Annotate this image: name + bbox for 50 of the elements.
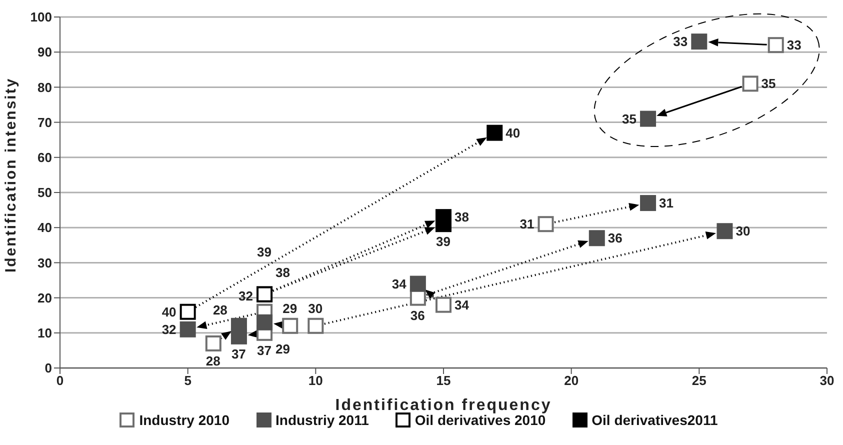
- annotation: 37: [257, 342, 272, 358]
- y-tick-label: 50: [38, 185, 52, 200]
- annotation: 32: [238, 288, 253, 304]
- annotation: 40: [506, 125, 520, 140]
- annotation: 38: [454, 210, 469, 225]
- y-axis-title: Identification intensity: [2, 77, 20, 272]
- annotation: 30: [308, 300, 323, 316]
- x-tick-label: 25: [692, 373, 706, 388]
- y-tick-label: 60: [38, 150, 52, 166]
- annotation: 30: [736, 224, 750, 239]
- x-tick-label: 20: [564, 373, 579, 388]
- annotation: 29: [282, 300, 298, 316]
- x-tick-label: 10: [308, 373, 323, 388]
- annotation: 38: [276, 264, 290, 280]
- y-tick-label: 10: [38, 326, 52, 341]
- annotation: 28: [206, 353, 220, 368]
- annotation: 34: [454, 297, 470, 312]
- annotation: 34: [392, 276, 408, 292]
- annotation: 33: [786, 38, 802, 53]
- x-tick-label: 15: [436, 373, 451, 388]
- x-tick-label: 0: [56, 373, 64, 388]
- x-tick-label: 30: [820, 373, 834, 388]
- y-tick-label: 80: [38, 80, 52, 95]
- annotation: 36: [410, 308, 425, 323]
- legend-label: Industry 2010: [139, 412, 230, 428]
- y-tick-label: 40: [38, 220, 52, 236]
- annotation: 28: [212, 302, 228, 318]
- annotation: 39: [257, 244, 272, 260]
- y-tick-label: 0: [44, 360, 52, 376]
- x-axis-title: Identification frequency: [335, 397, 552, 414]
- annotation: 35: [622, 111, 636, 126]
- legend-label: Oil derivatives2011: [592, 412, 718, 428]
- annotation: 37: [231, 346, 246, 362]
- annotation: 35: [761, 76, 776, 92]
- annotation: 39: [436, 234, 450, 250]
- legend-label: Oil derivatives 2010: [414, 412, 546, 428]
- x-tick-label: 5: [184, 373, 192, 388]
- legend-label: Industriy 2011: [276, 412, 369, 428]
- y-tick-label: 100: [30, 10, 52, 25]
- annotation: 31: [659, 196, 674, 211]
- y-tick-label: 20: [38, 290, 52, 306]
- annotation: 29: [276, 341, 290, 356]
- y-tick-label: 30: [38, 255, 52, 270]
- annotation: 32: [162, 322, 176, 337]
- y-tick-label: 70: [38, 114, 52, 130]
- annotation: 36: [608, 230, 622, 246]
- annotation: 33: [673, 34, 688, 50]
- annotation: 31: [520, 216, 534, 232]
- y-tick-label: 90: [38, 44, 52, 60]
- annotation: 40: [162, 304, 176, 320]
